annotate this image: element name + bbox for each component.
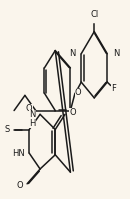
Text: O: O	[75, 88, 81, 97]
Text: N: N	[69, 49, 76, 58]
Text: S: S	[5, 125, 10, 134]
Text: N: N	[29, 110, 36, 119]
Text: O: O	[16, 181, 23, 190]
Text: O: O	[26, 104, 32, 113]
Text: O: O	[69, 108, 76, 117]
Text: Cl: Cl	[90, 10, 98, 19]
Text: N: N	[113, 49, 119, 58]
Text: F: F	[111, 84, 116, 93]
Text: H: H	[29, 119, 36, 128]
Text: HN: HN	[12, 149, 25, 158]
